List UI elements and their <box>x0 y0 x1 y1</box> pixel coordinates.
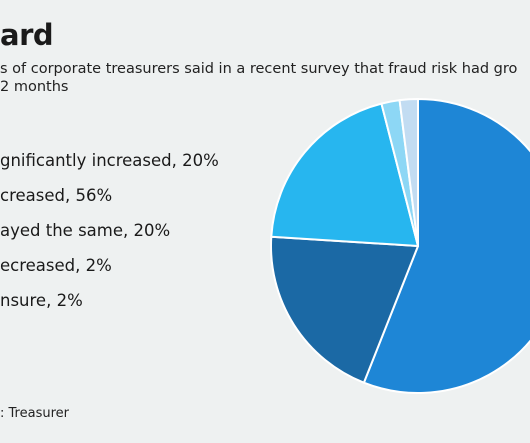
chart-title: ard <box>0 18 54 52</box>
legend-item-increased: creased, 56% <box>0 186 113 205</box>
legend-item-decreased: ecreased, 2% <box>0 256 112 275</box>
chart-subtitle: s of corporate treasurers said in a rece… <box>0 60 530 96</box>
pie-slice-stayed-the-same <box>270 102 419 247</box>
pie-slice-increased <box>362 98 530 394</box>
legend-item-significantly-increased: gnificantly increased, 20% <box>0 151 219 170</box>
pie-slice-unsure <box>398 98 419 247</box>
subtitle-line: 2 months <box>0 79 69 95</box>
legend-item-stayed-the-same: ayed the same, 20% <box>0 221 171 240</box>
pie-slice-significantly-increased <box>270 235 419 384</box>
source-note: : Treasurer <box>0 406 69 421</box>
subtitle-line: s of corporate treasurers said in a rece… <box>0 61 518 77</box>
legend: gnificantly increased, 20% creased, 56% … <box>0 150 219 325</box>
legend-item-unsure: nsure, 2% <box>0 291 83 310</box>
